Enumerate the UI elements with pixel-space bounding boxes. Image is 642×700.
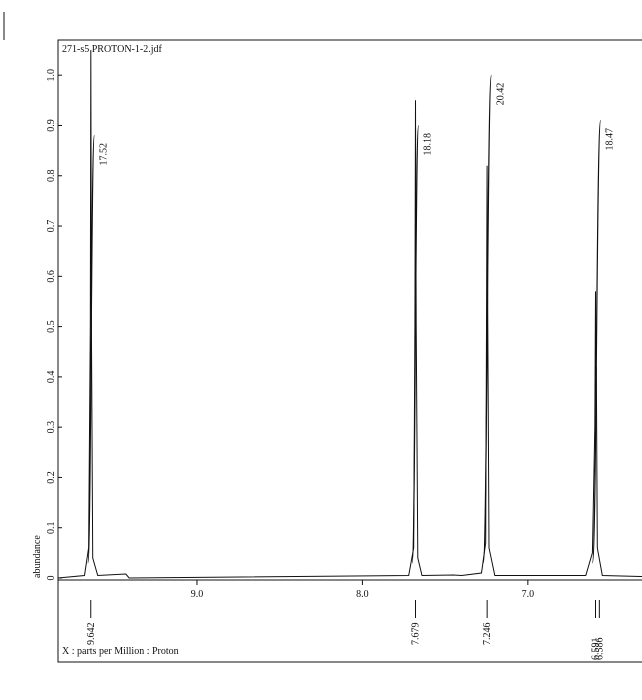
y-axis-label: abundance [32, 535, 43, 578]
plot-frame [57, 39, 642, 663]
x-axis-label: X : parts per Million : Proton [62, 646, 179, 657]
y-tick-label: 0.7 [46, 220, 57, 233]
integral-label: 17.52 [98, 143, 109, 166]
y-tick-label: 0.4 [46, 371, 57, 384]
x-tick-label: 8.0 [356, 589, 369, 600]
y-tick-label: 0.1 [46, 521, 57, 534]
peak-label: 7.679 [411, 623, 422, 646]
integral-curve [591, 119, 602, 564]
y-tick-label: 0.5 [46, 320, 57, 333]
integral-label: 18.47 [605, 128, 616, 151]
y-tick-label: 0.3 [46, 421, 57, 434]
peak-label: 6.591 [591, 638, 602, 661]
integral-label: 20.42 [495, 83, 506, 106]
integral-curve [482, 74, 493, 564]
y-tick-label: 0.6 [46, 270, 57, 283]
chart-title: 271-s5 PROTON-1-2.jdf [62, 44, 162, 55]
y-tick-label: 0 [46, 576, 57, 581]
x-tick-label: 7.0 [522, 589, 535, 600]
integral-curve [411, 124, 420, 564]
y-tick-label: 1.0 [46, 69, 57, 82]
y-tick-label: 0.9 [46, 119, 57, 132]
spectrum-line [57, 50, 642, 579]
peak-label: 9.642 [86, 623, 97, 646]
peak-label: 6.586 [594, 638, 605, 661]
x-tick-label: 9.0 [191, 589, 204, 600]
peak-label: 7.246 [482, 623, 493, 646]
integral-label: 18.18 [423, 133, 434, 156]
integral-curve [87, 134, 95, 564]
y-tick-label: 0.8 [46, 170, 57, 183]
y-tick-label: 0.2 [46, 471, 57, 484]
